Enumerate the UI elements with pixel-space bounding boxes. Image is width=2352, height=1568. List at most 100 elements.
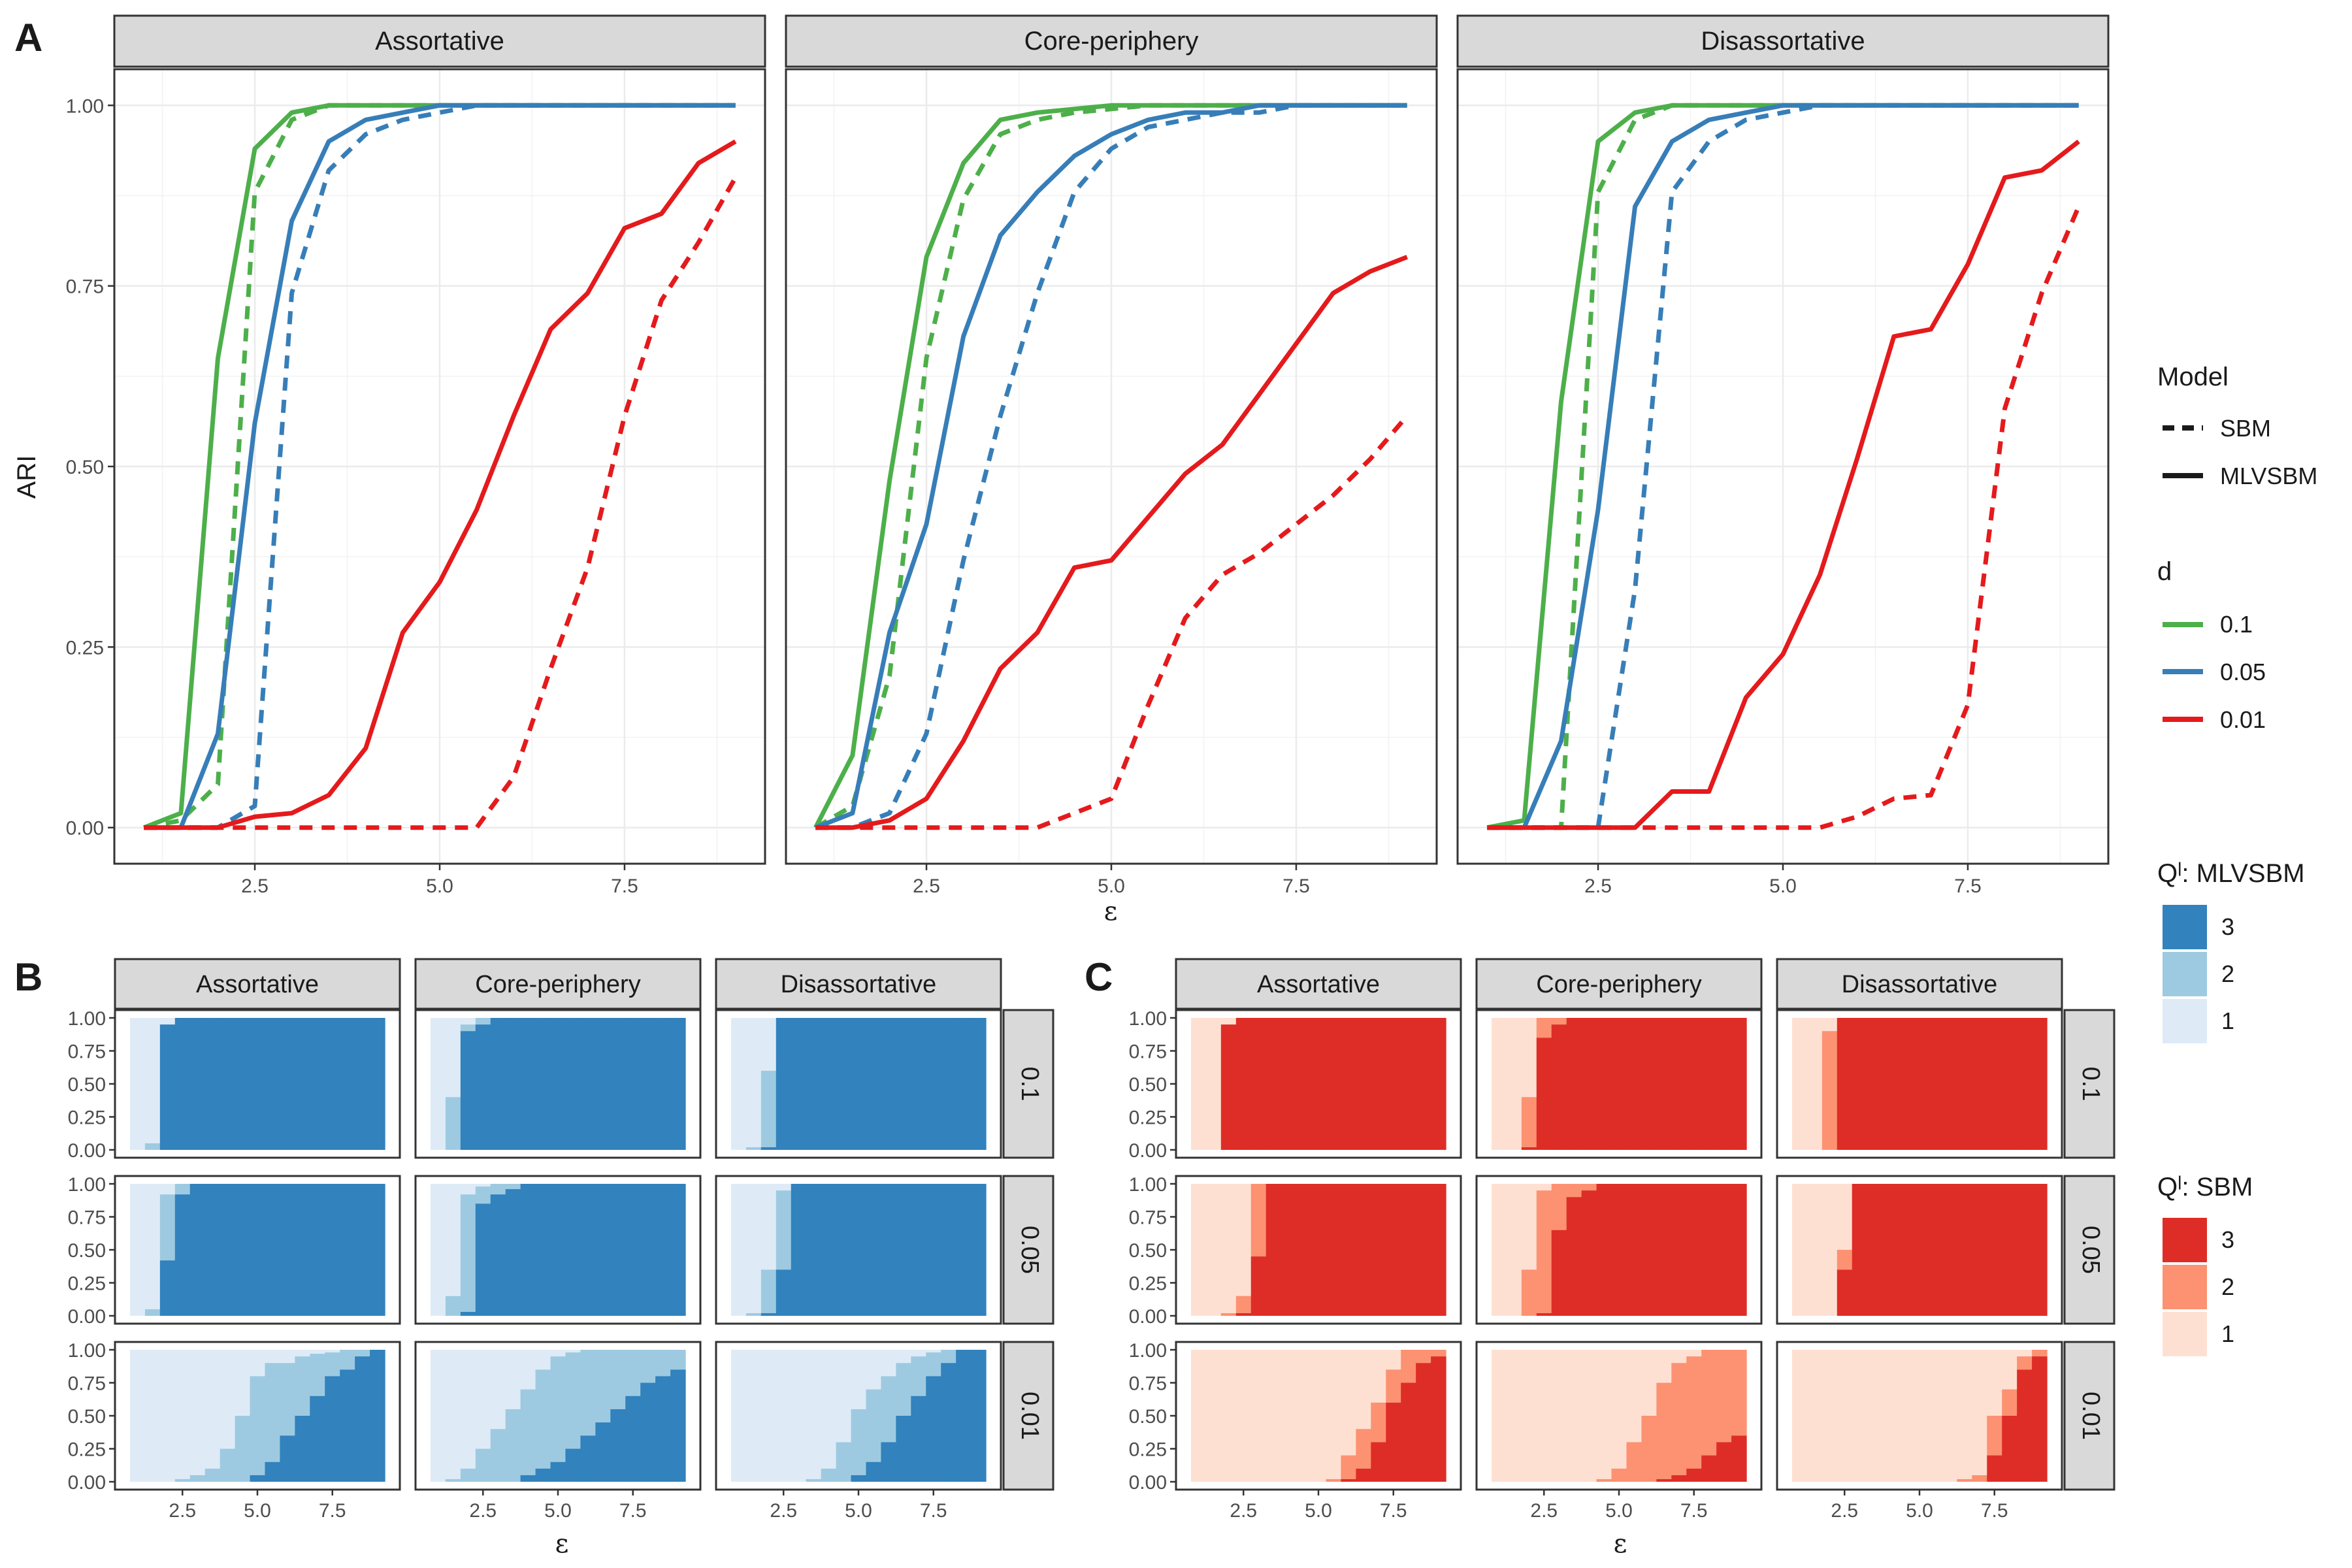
b-bar-q1 <box>235 1350 251 1416</box>
b-bar-q3 <box>821 1184 837 1316</box>
c-bar-q3 <box>1566 1197 1582 1316</box>
panel-a-line-charts: Assortative 2.5 5.0 7.5 0.00 0.25 0.50 0.75 1.00… <box>66 14 2110 897</box>
c-x-tick-label: 2.5 <box>1831 1500 1858 1522</box>
b-bar-q3 <box>926 1376 941 1482</box>
c-bar-q3 <box>1897 1184 1913 1316</box>
b-cell: 2.5 5.0 7.5 <box>715 1341 1002 1522</box>
c-y-tick-label: 0.75 <box>1129 1041 1167 1063</box>
c-bar-q1 <box>1190 1184 1207 1316</box>
c-bar-q3 <box>1281 1018 1297 1150</box>
c-bar-q1 <box>1656 1350 1672 1383</box>
c-bar-q3 <box>1356 1018 1371 1150</box>
c-bar-q1 <box>1371 1350 1386 1403</box>
b-bar-q3 <box>760 1313 777 1316</box>
c-bar-q1 <box>1266 1350 1282 1482</box>
c-y-tick-label: 0.00 <box>1129 1140 1167 1162</box>
c-bar-q2 <box>1551 1018 1567 1025</box>
legend-q-sbm: Qˡ: SBM 3 2 1 <box>2157 1173 2253 1356</box>
c-bar-q1 <box>1521 1184 1537 1270</box>
b-bar-q3 <box>325 1018 340 1150</box>
c-bar-q3 <box>1536 1313 1552 1316</box>
c-bar-q3 <box>2017 1184 2033 1316</box>
a-series-mlvsbm-d0.01 <box>144 139 737 830</box>
c-bar-q3 <box>1611 1184 1627 1316</box>
c-col-strip <box>1475 958 1763 1010</box>
b-bar-q2 <box>866 1389 882 1462</box>
c-bar-q1 <box>1296 1350 1312 1482</box>
b-bar-q1 <box>189 1350 206 1475</box>
b-bar-q2 <box>490 1184 506 1195</box>
c-bar-q3 <box>1311 1184 1327 1316</box>
b-bar-q1 <box>159 1350 176 1482</box>
b-bar-q1 <box>295 1350 310 1357</box>
b-bar-q1 <box>204 1350 221 1469</box>
b-bar-q3 <box>851 1018 867 1150</box>
b-cell: 0.00 0.25 0.50 0.75 1.00 2.5 5.0 7.5 <box>68 1340 401 1522</box>
b-bar-q3 <box>640 1184 656 1316</box>
b-bar-q3 <box>520 1184 536 1316</box>
a-strip-label: Disassortative <box>1701 27 1865 56</box>
b-bar-q2 <box>941 1350 956 1364</box>
legend-sbm-label: SBM <box>2220 415 2271 442</box>
a-x-tick-label: 7.5 <box>1954 875 1982 897</box>
legend-q-sbm-2-key <box>2163 1265 2207 1309</box>
b-bar-q3 <box>610 1409 626 1482</box>
c-bar-q1 <box>1596 1350 1612 1479</box>
b-bar-q2 <box>265 1363 281 1462</box>
c-cell: 2.5 5.0 7.5 <box>1475 1341 1763 1522</box>
c-bar-q3 <box>1416 1184 1431 1316</box>
c-bar-q3 <box>2002 1416 2017 1482</box>
b-bar-q3 <box>911 1396 926 1482</box>
c-bar-q3 <box>1401 1382 1416 1482</box>
b-bar-q2 <box>595 1350 611 1423</box>
c-bar-q1 <box>1220 1350 1237 1482</box>
panel-letter-c: C <box>1085 955 1113 999</box>
b-bar-q2 <box>640 1350 656 1383</box>
legend-q-mlvsbm-3-key <box>2163 905 2207 949</box>
c-bar-q3 <box>1581 1018 1597 1150</box>
c-y-tick-label: 0.25 <box>1129 1439 1167 1461</box>
b-bar-q3 <box>866 1018 882 1150</box>
b-bar-q1 <box>776 1350 792 1482</box>
c-bar-q2 <box>1220 1313 1237 1316</box>
c-bar-q3 <box>1356 1468 1371 1482</box>
b-bar-q3 <box>580 1184 596 1316</box>
c-y-tick-label: 0.50 <box>1129 1074 1167 1096</box>
c-bar-q1 <box>1506 1350 1522 1482</box>
c-cell: 2.5 5.0 7.5 <box>1776 1341 2063 1522</box>
b-bar-q1 <box>220 1350 236 1449</box>
legend-q-sbm-2-label: 2 <box>2221 1273 2234 1300</box>
b-row-strip-label: 0.01 <box>1016 1392 1043 1440</box>
c-bar-q3 <box>1701 1018 1717 1150</box>
b-bar-q1 <box>445 1350 461 1479</box>
a-y-axis-title: ARI <box>12 455 41 499</box>
c-bar-q1 <box>1972 1350 1987 1475</box>
b-bar-q3 <box>625 1184 641 1316</box>
b-bar-q3 <box>204 1018 221 1150</box>
a-y-tick-label: 1.00 <box>66 95 104 117</box>
c-col-strip-label: Disassortative <box>1842 971 1998 998</box>
b-cell-border <box>715 1175 1002 1325</box>
c-y-tick-label: 1.00 <box>1129 1340 1167 1362</box>
b-y-tick-label: 0.00 <box>68 1472 106 1494</box>
b-bar-q3 <box>310 1018 325 1150</box>
b-bar-q1 <box>460 1018 476 1025</box>
c-bar-q3 <box>1596 1184 1612 1316</box>
c-bar-q1 <box>1220 1184 1237 1313</box>
c-row-strip-label: 0.05 <box>2077 1226 2104 1274</box>
b-bar-q2 <box>340 1350 355 1370</box>
b-bar-q3 <box>265 1462 281 1482</box>
c-bar-q3 <box>1626 1018 1642 1150</box>
b-col-strip-label: Core-periphery <box>475 971 640 998</box>
b-bar-q3 <box>881 1442 896 1482</box>
b-bar-q3 <box>310 1184 325 1316</box>
c-cell-border <box>1475 1175 1763 1325</box>
b-bar-q2 <box>851 1409 867 1475</box>
c-bar-q3 <box>1641 1184 1657 1316</box>
c-bar-q3 <box>1536 1037 1552 1150</box>
b-bar-q2 <box>550 1356 566 1462</box>
b-bar-q2 <box>159 1194 176 1261</box>
c-bar-q2 <box>1551 1184 1567 1230</box>
b-x-axis-title: ε <box>555 1529 569 1559</box>
